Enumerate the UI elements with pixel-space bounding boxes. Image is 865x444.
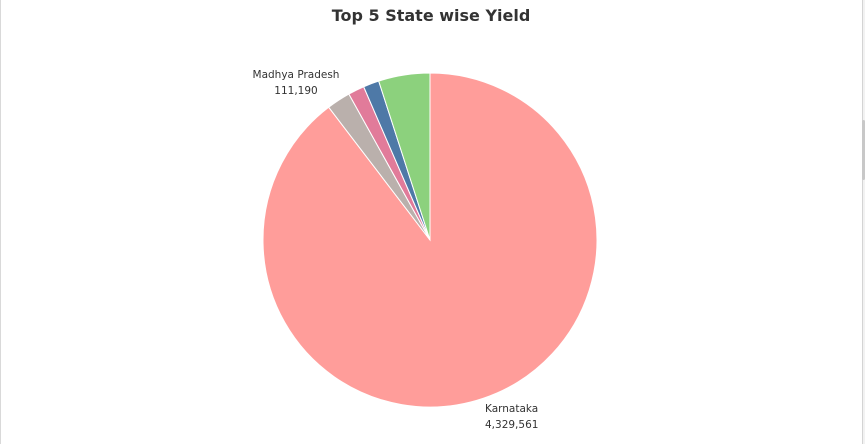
label-karnataka-value: 4,329,561 xyxy=(485,419,538,431)
label-karnataka-name: Karnataka xyxy=(485,403,538,415)
scrollbar-thumb[interactable] xyxy=(862,120,865,180)
pie-labels: Madhya Pradesh 111,190 Karnataka 4,329,5… xyxy=(253,69,539,431)
chart-title: Top 5 State wise Yield xyxy=(331,6,531,25)
label-madhya-pradesh-name: Madhya Pradesh xyxy=(253,69,340,81)
label-madhya-pradesh-value: 111,190 xyxy=(274,85,317,97)
pie-slices xyxy=(262,72,598,408)
vertical-scrollbar[interactable] xyxy=(863,0,865,444)
pie-slice-series-5[interactable] xyxy=(378,72,431,241)
panel-left-border xyxy=(0,0,1,444)
panel-right-border xyxy=(862,0,863,444)
